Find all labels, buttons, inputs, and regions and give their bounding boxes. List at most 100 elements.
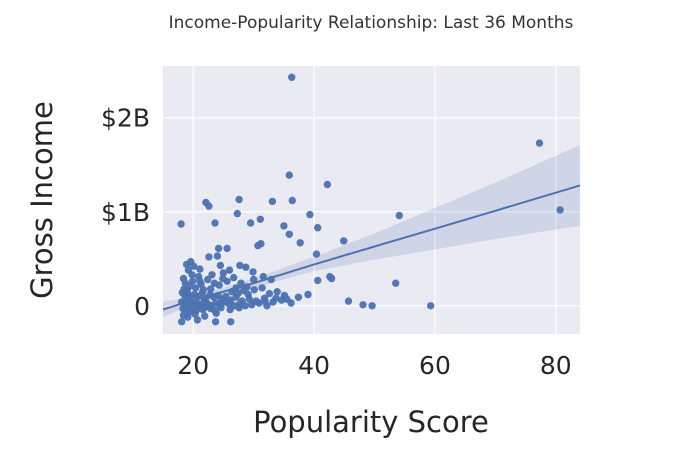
data-point [214,244,223,253]
data-point [242,263,250,271]
data-point [199,286,208,294]
data-point [314,224,322,232]
regression-line-layer [162,184,581,311]
data-point [201,312,209,320]
data-point [280,222,288,230]
data-point [235,304,243,312]
data-point [241,302,249,310]
data-point [191,284,200,292]
data-point [265,289,274,298]
data-point [304,290,312,299]
data-point [215,281,223,289]
data-point [205,253,213,261]
grid [163,66,580,334]
y-tick-label: $2B [101,104,150,133]
data-point [183,286,191,294]
data-point [191,310,199,318]
data-point [177,220,185,228]
data-point [226,305,234,314]
data-point [212,309,220,317]
data-point [217,304,225,312]
data-point [182,260,191,269]
data-point [233,209,241,218]
data-point [254,241,262,250]
data-point [427,302,435,310]
y-tick-labels: 0 $1B $2B [101,104,150,321]
x-axis-label: Popularity Score [253,405,489,439]
data-point [196,265,204,273]
data-point [261,297,269,305]
data-point [211,318,220,326]
data-point [235,195,243,204]
data-point [207,285,215,293]
data-point [314,276,322,285]
data-point [288,73,296,82]
data-point [249,268,257,276]
data-point [277,296,286,304]
data-point [178,318,186,326]
data-point [193,316,202,324]
data-point [323,180,332,189]
data-point [196,277,204,285]
data-point [392,279,400,287]
data-point [255,299,263,307]
data-point [190,262,198,270]
data-point [340,237,348,245]
data-point [246,219,255,227]
data-point [312,250,321,258]
data-point [208,271,216,279]
data-point [327,274,336,283]
data-point [219,274,227,283]
regression-line [162,184,581,311]
data-point [269,298,277,306]
data-point [250,286,258,294]
data-point [368,302,376,310]
data-point [256,215,264,223]
data-point [234,289,242,298]
data-point [236,261,244,270]
data-point [294,293,303,301]
y-tick-label: 0 [134,292,150,321]
data-point [259,272,267,281]
data-point [184,313,192,321]
x-tick-labels: 20 40 60 80 [177,351,571,380]
data-point [227,318,235,326]
data-point [359,301,367,309]
data-point [535,139,544,147]
data-point [211,219,219,227]
data-point [287,299,295,307]
data-point [216,261,225,270]
data-point [288,196,296,205]
x-tick-label: 60 [419,351,451,380]
data-point [223,244,231,253]
chart-title: Income-Popularity Relationship: Last 36 … [169,13,574,33]
x-tick-label: 40 [298,351,330,380]
y-axis-label: Gross Income [25,101,59,299]
data-point [213,252,222,260]
data-point [248,301,256,309]
x-tick-label: 20 [177,351,209,380]
data-point [188,277,197,285]
data-point [306,210,314,219]
data-point [230,273,238,282]
data-point [258,284,266,292]
data-point [344,297,353,305]
data-point [556,206,564,214]
data-point [395,211,403,220]
data-point [296,239,304,247]
x-tick-label: 80 [540,351,572,380]
data-point [244,290,252,299]
scatter-points [177,73,564,326]
data-point [285,230,293,238]
data-point [219,269,228,277]
data-point [273,288,281,296]
data-point [204,275,212,284]
y-tick-label: $1B [101,198,150,227]
data-point [250,275,258,284]
confidence-band-layer [163,145,580,318]
data-point [237,279,245,287]
data-point [268,197,277,206]
data-point [225,266,234,274]
data-point [285,171,293,179]
